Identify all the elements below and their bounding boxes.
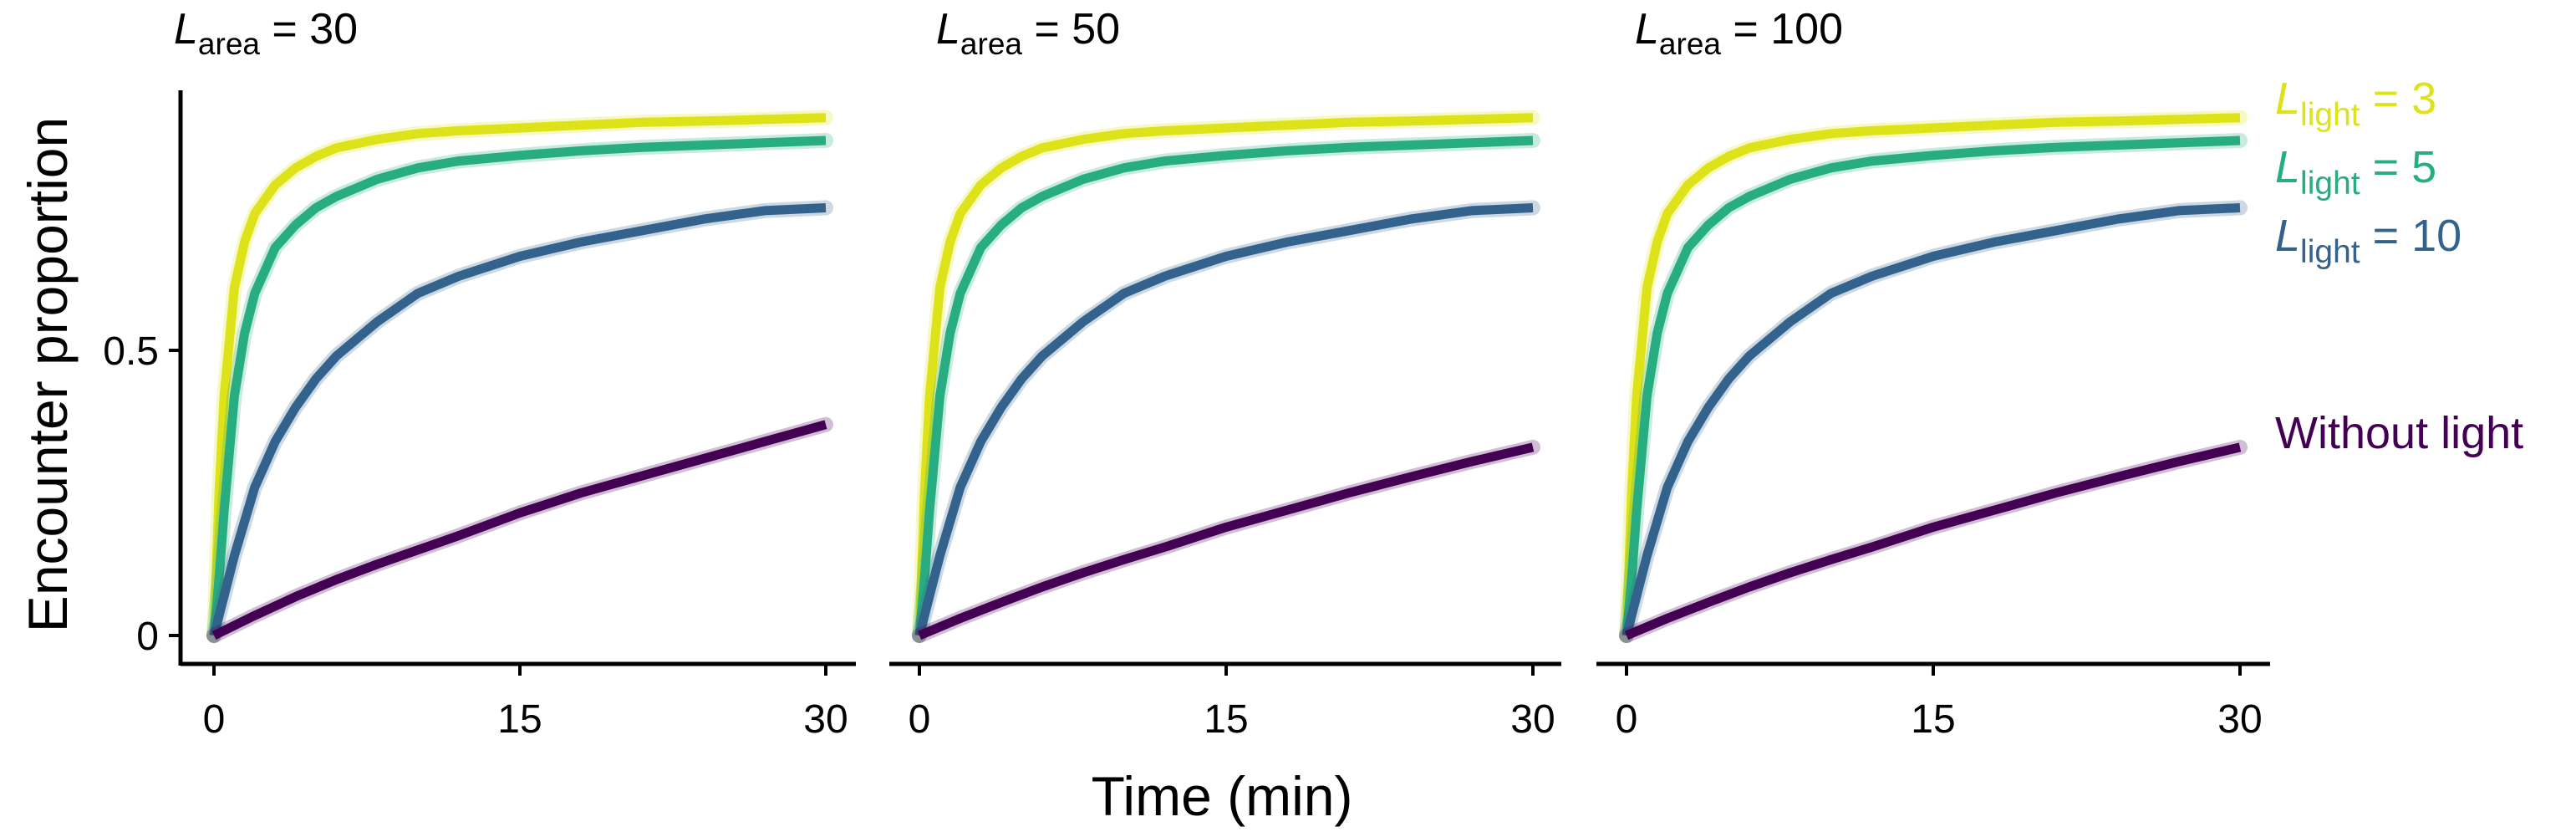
panel-title-text: = 50	[1022, 5, 1120, 54]
series-line-light3	[209, 113, 827, 636]
x-tick-label: 15	[1911, 697, 1955, 742]
series-line-light5	[1621, 135, 2241, 636]
x-tick-label: 15	[497, 697, 542, 742]
panel-title-symbol: L	[936, 5, 960, 54]
panel-title-subscript: area	[198, 27, 260, 61]
direct-label-light5: Llight = 5	[2275, 142, 2436, 202]
direct-label-nolight: Without light	[2275, 408, 2523, 458]
panel-title-symbol: L	[174, 5, 198, 54]
series-band-light3	[206, 110, 833, 643]
y-tick-label: 0.5	[103, 329, 159, 374]
direct-label-light10-symbol: L	[2275, 211, 2300, 261]
direct-label-light5-subscript: light	[2300, 166, 2360, 202]
series-line-nolight	[917, 442, 1535, 641]
panel-title-subscript: area	[1659, 27, 1721, 61]
direct-label-light3-subscript: light	[2300, 97, 2360, 133]
series-line-light3	[914, 113, 1534, 636]
panel-title: Larea = 50	[936, 5, 1120, 61]
panel-title-symbol: L	[1635, 5, 1659, 54]
x-tick-label: 30	[1510, 697, 1555, 742]
x-tick-label: 0	[1616, 697, 1638, 742]
series-band-light10	[206, 200, 833, 643]
panel-title-text: = 100	[1721, 5, 1843, 54]
panel-3: 0 15 30 Larea = 100	[1596, 5, 2270, 742]
direct-label-light3: Llight = 3	[2275, 74, 2436, 133]
direct-label-light3-symbol: L	[2275, 74, 2300, 124]
series-line-light10	[209, 203, 827, 637]
direct-label-light3-text: = 3	[2360, 74, 2437, 124]
panel-1: 0 15 30 0 0.5 Larea = 30	[103, 5, 856, 742]
x-axis-title: Time (min)	[1092, 765, 1353, 827]
direct-label-light10-subscript: light	[2300, 234, 2360, 270]
panel-title-text: = 30	[260, 5, 358, 54]
panel-title-subscript: area	[960, 27, 1022, 61]
y-tick-label: 0	[136, 615, 159, 659]
series-band-light10	[912, 200, 1540, 643]
series-band-light3	[912, 110, 1540, 643]
series-band-light3	[1619, 110, 2248, 643]
series-line-nolight	[211, 420, 827, 640]
y-axis-title: Encounter proportion	[17, 117, 79, 632]
series-band-nolight	[1619, 439, 2248, 643]
panel-2: 0 15 30 Larea = 50	[889, 5, 1561, 742]
series-line-nolight	[1624, 442, 2242, 641]
direct-label-light10: Llight = 10	[2275, 211, 2461, 270]
x-tick-label: 0	[203, 697, 226, 742]
series-band-nolight	[912, 439, 1540, 643]
x-tick-label: 30	[2217, 697, 2262, 742]
panel-title: Larea = 30	[174, 5, 358, 61]
x-tick-label: 0	[909, 697, 931, 742]
x-tick-label: 15	[1204, 697, 1248, 742]
series-band-light10	[1619, 200, 2248, 643]
x-tick-label: 30	[803, 697, 848, 742]
direct-label-light10-text: = 10	[2360, 211, 2462, 261]
direct-label-light5-symbol: L	[2275, 142, 2300, 192]
series-line-light10	[1621, 203, 2241, 637]
series-line-light10	[914, 203, 1534, 637]
direct-label-nolight-text: Without light	[2275, 408, 2523, 458]
series-band-nolight	[206, 416, 833, 643]
direct-label-light5-text: = 5	[2360, 142, 2437, 192]
series-line-light3	[1621, 113, 2241, 636]
series-line-light5	[914, 135, 1534, 636]
panel-title: Larea = 100	[1635, 5, 1843, 61]
series-line-light5	[209, 135, 827, 636]
